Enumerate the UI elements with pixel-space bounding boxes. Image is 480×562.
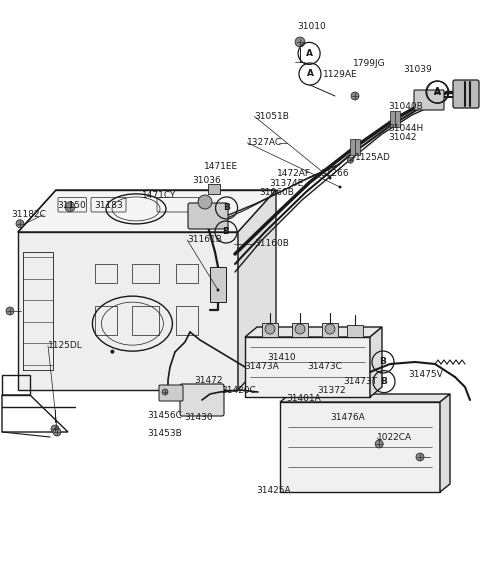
Circle shape (416, 453, 424, 461)
Text: 31473C: 31473C (307, 362, 342, 371)
Bar (210, 267, 226, 302)
Polygon shape (18, 190, 276, 232)
Text: B: B (381, 377, 387, 386)
Circle shape (295, 37, 305, 47)
Text: 31456C: 31456C (147, 411, 182, 420)
Circle shape (110, 350, 114, 353)
Bar (322, 323, 338, 337)
Bar (95, 306, 117, 335)
Polygon shape (370, 327, 382, 397)
Circle shape (338, 185, 341, 188)
Bar (262, 323, 278, 337)
Text: 1129AE: 1129AE (323, 70, 357, 79)
Circle shape (351, 92, 359, 100)
Circle shape (51, 425, 59, 433)
Text: B: B (223, 228, 229, 237)
Bar (350, 139, 360, 155)
Text: B: B (380, 357, 386, 366)
FancyBboxPatch shape (188, 203, 228, 229)
Text: 1471EE: 1471EE (204, 162, 238, 171)
Text: B: B (223, 203, 230, 212)
Text: A: A (307, 70, 313, 79)
Circle shape (65, 202, 75, 212)
FancyBboxPatch shape (453, 80, 479, 108)
Text: 1022CA: 1022CA (377, 433, 412, 442)
Text: 1125DL: 1125DL (48, 341, 83, 350)
Text: 31042: 31042 (388, 133, 416, 142)
Text: 1472AF: 1472AF (277, 169, 312, 178)
Text: 31161B: 31161B (187, 235, 222, 244)
Text: 31039: 31039 (403, 65, 432, 74)
Text: 31051B: 31051B (254, 112, 289, 121)
Text: 31372: 31372 (317, 386, 346, 395)
Text: 1799JG: 1799JG (353, 59, 385, 68)
Text: 31473T: 31473T (344, 377, 378, 386)
FancyBboxPatch shape (414, 90, 444, 110)
Text: 31266: 31266 (321, 169, 349, 178)
Circle shape (16, 220, 24, 228)
Polygon shape (280, 394, 450, 402)
Bar (208, 184, 220, 194)
Bar (280, 402, 440, 492)
Text: 31150: 31150 (58, 201, 86, 210)
Circle shape (265, 324, 275, 334)
Text: 31425A: 31425A (256, 486, 291, 495)
Polygon shape (18, 232, 238, 390)
Text: 31374E: 31374E (270, 179, 304, 188)
Text: 31040B: 31040B (388, 102, 422, 111)
Text: 31036: 31036 (192, 176, 221, 185)
Text: 31010: 31010 (298, 22, 326, 31)
Polygon shape (238, 190, 276, 390)
Text: 1471CY: 1471CY (142, 191, 177, 200)
Text: 31060B: 31060B (259, 188, 294, 197)
Text: 1125AD: 1125AD (355, 153, 391, 162)
Circle shape (328, 176, 332, 179)
Text: 31044H: 31044H (388, 124, 423, 133)
Text: 31410: 31410 (267, 353, 296, 362)
Text: 31182C: 31182C (12, 210, 47, 219)
Text: 31473A: 31473A (244, 362, 278, 371)
Bar (132, 264, 159, 283)
Circle shape (162, 389, 168, 395)
Circle shape (375, 440, 383, 448)
Text: 31476A: 31476A (330, 413, 365, 422)
Bar (347, 325, 363, 337)
Bar (132, 306, 159, 335)
Text: A: A (306, 49, 312, 58)
Text: 1327AC: 1327AC (247, 138, 282, 147)
Text: A: A (433, 88, 441, 97)
Polygon shape (440, 394, 450, 492)
FancyBboxPatch shape (159, 385, 183, 401)
Text: 31160B: 31160B (254, 239, 289, 248)
Circle shape (348, 157, 353, 163)
Circle shape (198, 195, 212, 209)
Circle shape (53, 428, 61, 436)
Circle shape (325, 324, 335, 334)
Bar (245, 337, 370, 397)
Text: 31472: 31472 (194, 376, 222, 385)
Circle shape (6, 307, 14, 315)
FancyBboxPatch shape (180, 384, 224, 416)
Text: 31453B: 31453B (147, 429, 181, 438)
Bar (292, 323, 308, 337)
Text: A: A (434, 88, 441, 97)
Bar (390, 111, 400, 127)
Bar (177, 264, 198, 283)
Bar (177, 306, 198, 335)
Polygon shape (245, 327, 382, 337)
Text: 31420C: 31420C (221, 386, 255, 395)
Circle shape (295, 324, 305, 334)
Text: 31430: 31430 (184, 413, 213, 422)
Text: 31183: 31183 (94, 201, 123, 210)
Circle shape (216, 288, 219, 292)
Text: 31475V: 31475V (408, 370, 443, 379)
Text: 31401A: 31401A (286, 394, 321, 403)
Bar (95, 264, 117, 283)
